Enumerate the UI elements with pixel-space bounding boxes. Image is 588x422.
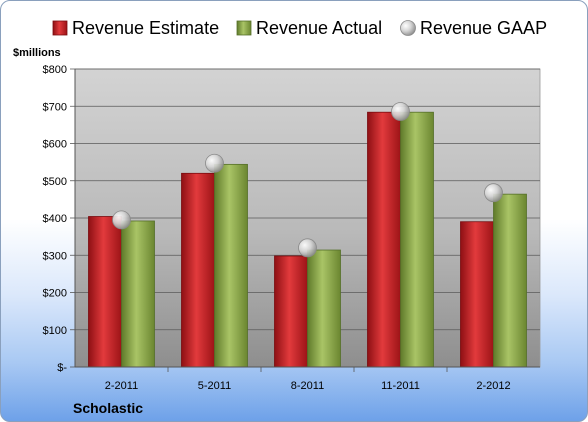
company-name: Scholastic xyxy=(73,400,143,416)
x-tick-label: 8-2011 xyxy=(291,380,324,392)
y-tick-label: $100 xyxy=(43,325,67,337)
legend-swatch-estimate xyxy=(52,20,68,36)
legend-item-gaap: Revenue GAAP xyxy=(400,18,547,38)
marker-revenue-gaap xyxy=(298,238,317,258)
bar-revenue-actual xyxy=(214,163,248,368)
legend-label-estimate: Revenue Estimate xyxy=(72,18,219,38)
y-tick-label: $800 xyxy=(43,64,67,76)
y-tick-label: $200 xyxy=(43,288,67,300)
axes: $- $100 $200 $300 $400 $500 $600 $700 $800 2-2011… xyxy=(43,64,540,392)
marker-revenue-gaap xyxy=(112,210,131,230)
bar-revenue-actual xyxy=(121,220,155,368)
bar-revenue-estimate xyxy=(181,172,215,368)
bar-revenue-estimate xyxy=(460,221,494,368)
x-tick-label: 5-2011 xyxy=(198,380,231,392)
y-tick-label: $500 xyxy=(43,176,67,188)
x-tick-label: 2-2011 xyxy=(105,380,138,392)
y-tick-label: $300 xyxy=(43,250,67,262)
bars xyxy=(88,111,527,368)
marker-revenue-gaap xyxy=(391,102,410,121)
bar-revenue-actual xyxy=(493,193,527,368)
y-tick-label: $- xyxy=(57,362,67,374)
bar-revenue-actual xyxy=(400,111,434,368)
y-tick-label: $700 xyxy=(43,101,67,113)
gaap-markers xyxy=(112,102,503,258)
legend-label-actual: Revenue Actual xyxy=(256,18,382,38)
legend-item-estimate: Revenue Estimate xyxy=(52,18,219,38)
bar-revenue-estimate xyxy=(274,255,308,368)
y-axis-unit-label: $millions xyxy=(13,47,61,59)
marker-revenue-gaap xyxy=(205,153,224,173)
legend: Revenue Estimate Revenue Actual Revenue … xyxy=(52,18,547,38)
marker-revenue-gaap xyxy=(484,183,503,203)
y-tick-label: $400 xyxy=(43,213,67,225)
legend-item-actual: Revenue Actual xyxy=(236,18,382,38)
bar-revenue-estimate xyxy=(367,111,401,368)
bar-revenue-estimate xyxy=(88,216,122,368)
x-tick-label: 11-2011 xyxy=(381,380,420,392)
legend-label-gaap: Revenue GAAP xyxy=(420,18,547,38)
x-tick-label: 2-2012 xyxy=(476,380,510,392)
legend-swatch-gaap xyxy=(400,20,416,36)
bar-revenue-actual xyxy=(307,249,341,368)
y-tick-label: $600 xyxy=(43,139,67,151)
legend-swatch-actual xyxy=(236,20,252,36)
